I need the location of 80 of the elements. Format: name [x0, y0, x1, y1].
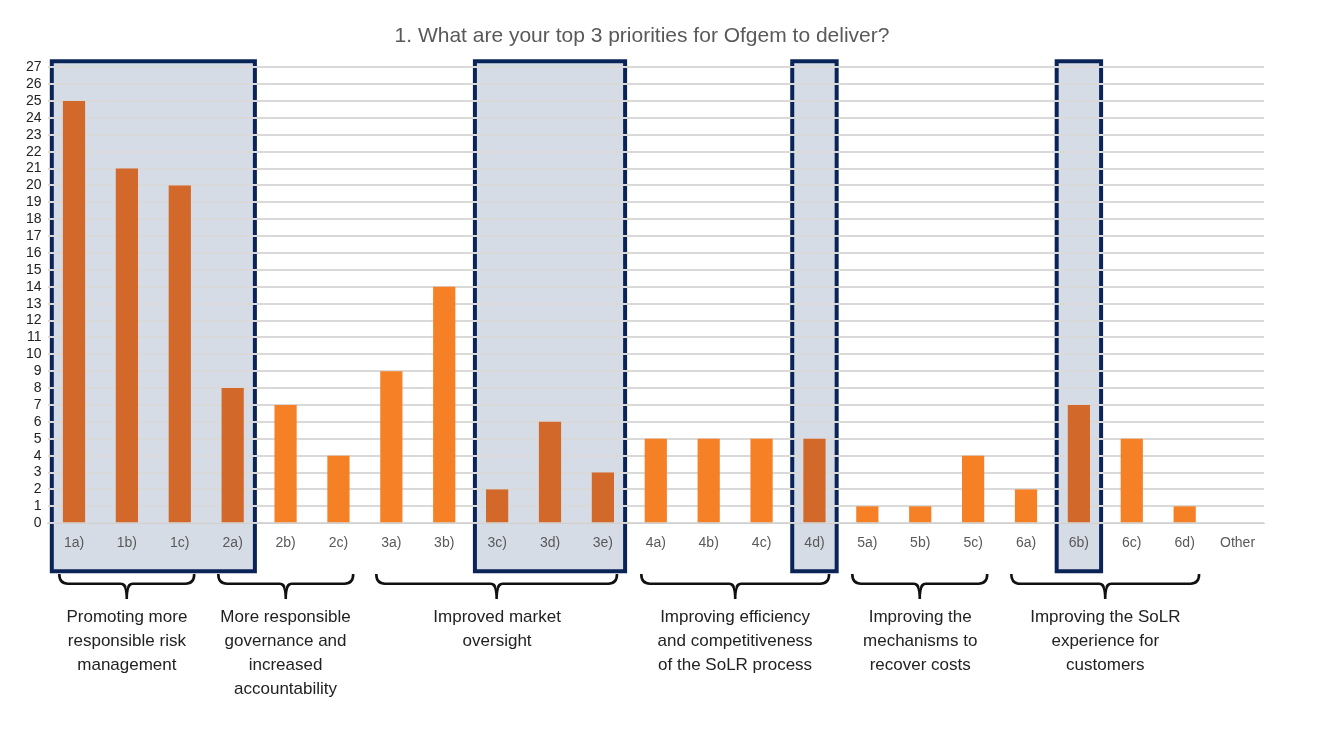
- text: Improving the SoLR experience for customers: [1029, 606, 1182, 677]
- bar: [62, 100, 86, 523]
- y-tick-label: 10: [25, 345, 42, 362]
- bar: [803, 438, 826, 523]
- y-tick-label: 4: [33, 446, 42, 463]
- x-tick-label: 1a): [63, 534, 85, 551]
- x-tick-label: 3b): [434, 534, 455, 551]
- y-tick-label: 3: [33, 463, 42, 480]
- y-tick-label: 8: [33, 378, 42, 395]
- y-tick-label: 19: [25, 193, 42, 210]
- bar: [115, 168, 139, 523]
- y-tick-label: 1: [33, 497, 42, 514]
- x-tick-label: 1c): [170, 534, 190, 551]
- text: Improving efficiency and competitiveness of the SoLR process: [656, 606, 814, 677]
- x-tick-label: 4c): [751, 534, 772, 551]
- x-tick-label: 6a): [1015, 534, 1037, 551]
- y-tick-label: 27: [25, 58, 42, 75]
- bar: [856, 506, 879, 523]
- y-tick-label: 25: [25, 91, 42, 108]
- x-tick-label: 6b): [1068, 534, 1090, 551]
- y-tick-label: 23: [25, 125, 42, 142]
- bar: [380, 371, 403, 523]
- bar: [697, 438, 720, 523]
- y-tick-label: 9: [33, 362, 42, 379]
- x-tick-label: 3a): [381, 534, 402, 551]
- y-tick-label: 6: [33, 412, 42, 429]
- y-tick-label: 26: [25, 74, 42, 91]
- x-tick-label: 2b): [275, 534, 296, 551]
- text: Improving the mechanisms to recover costs: [862, 606, 979, 677]
- bar: [538, 421, 562, 523]
- text: Improved market oversight: [432, 606, 562, 653]
- y-tick-label: 24: [25, 108, 42, 125]
- bar: [1173, 506, 1196, 523]
- x-tick-label: 5a): [857, 534, 878, 551]
- x-tick-label: 4b): [698, 534, 719, 551]
- bar: [750, 438, 773, 523]
- y-tick-label: 2: [33, 480, 42, 497]
- bar: [274, 404, 297, 523]
- x-tick-label: 4d): [804, 534, 825, 551]
- bar: [327, 455, 350, 523]
- x-tick-label: 6d): [1174, 534, 1195, 551]
- y-tick-label: 15: [25, 260, 42, 277]
- y-tick-label: 7: [33, 395, 42, 412]
- y-tick-label: 11: [27, 328, 42, 345]
- bar: [1120, 438, 1143, 523]
- x-tick-label: 3e): [592, 534, 614, 551]
- y-tick-label: 21: [25, 159, 42, 176]
- y-tick-label: 22: [25, 142, 42, 159]
- x-tick-label: Other: [1220, 534, 1256, 551]
- x-tick-label: 3d): [539, 534, 561, 551]
- bar: [486, 489, 509, 523]
- text: More responsible governance and increased accountability: [219, 606, 352, 701]
- bar: [1014, 489, 1038, 523]
- y-tick-label: 5: [33, 429, 42, 446]
- x-tick-label: 1b): [116, 534, 138, 551]
- y-tick-label: 18: [25, 210, 42, 227]
- y-tick-label: 17: [25, 226, 42, 243]
- y-tick-label: 12: [25, 311, 42, 328]
- text: Promoting more responsible risk management: [65, 606, 189, 677]
- bar: [962, 455, 985, 523]
- y-tick-label: 20: [25, 176, 42, 193]
- bar: [433, 286, 456, 523]
- bar: [909, 506, 932, 523]
- y-tick-label: 14: [25, 277, 42, 294]
- bar: [591, 472, 614, 523]
- y-tick-label: 0: [33, 514, 42, 531]
- x-tick-label: 5b): [910, 534, 931, 551]
- bar: [221, 388, 244, 523]
- chart-title: 1. What are your top 3 priorities for Ofgem to deliver?: [394, 23, 890, 47]
- x-tick-label: 3c): [487, 534, 507, 551]
- x-tick-label: 6c): [1122, 534, 1142, 551]
- y-tick-label: 13: [25, 294, 42, 311]
- bar: [168, 185, 191, 523]
- x-tick-label: 2c): [328, 534, 349, 551]
- bar: [1067, 404, 1090, 523]
- x-tick-label: 4a): [645, 534, 666, 551]
- y-tick-label: 16: [25, 243, 42, 260]
- bar: [644, 438, 667, 523]
- x-tick-label: 2a): [222, 534, 243, 551]
- x-tick-label: 5c): [963, 534, 983, 551]
